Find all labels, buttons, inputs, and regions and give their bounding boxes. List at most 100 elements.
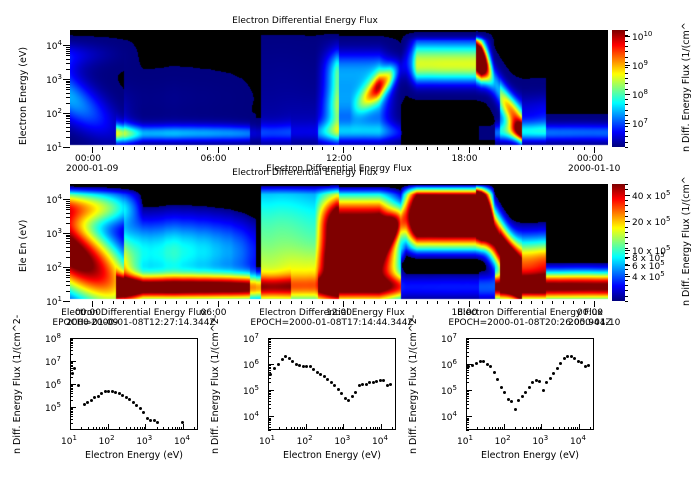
x-tick-minor [374, 301, 376, 304]
x-tick-label: 18:00 [451, 154, 478, 164]
y-tick-minor [66, 243, 70, 245]
y-tick-minor [66, 102, 70, 104]
y-tick-minor [66, 89, 70, 91]
x-tick-label: 102 [296, 434, 313, 447]
colorbar-tick-minor [625, 35, 628, 37]
colorbar-tick-minor [625, 88, 628, 90]
y-tick-minor [66, 52, 70, 54]
x-tick-label: 101 [259, 434, 275, 447]
y-tick-label: 101 [46, 141, 62, 154]
y-tick-minor [66, 240, 70, 242]
x-tick-minor [154, 147, 156, 150]
x-tick-minor [426, 147, 428, 150]
x-tick-label: 103 [334, 434, 351, 447]
y-tick-minor [66, 277, 70, 279]
x-tick-label: 102 [98, 434, 115, 447]
y-tick-minor [66, 68, 70, 70]
x-tick-minor [207, 301, 209, 304]
y-tick-minor [66, 50, 70, 52]
y-tick-minor [66, 84, 70, 86]
x-tick-minor [207, 147, 209, 150]
colorbar-tick-minor [625, 184, 628, 185]
y-tick-minor [66, 114, 70, 116]
x-tick-minor [541, 301, 543, 304]
colorbar-tick-minor [625, 72, 628, 74]
y-tick-label: 104 [243, 410, 259, 424]
panel-top-colorbar-ticks: 1010 109 108 107 [625, 26, 665, 152]
x-tick-minor [520, 147, 522, 150]
colorbar-tick-minor [625, 226, 628, 228]
x-tick-major [92, 147, 93, 153]
x-tick-minor [248, 301, 250, 304]
y-tick-label: 107 [441, 332, 457, 345]
panel-mid-xtick-axis: 00:00 2000-01-09 06:00 12:00 18:00 00:00 2000-… [66, 301, 620, 329]
colorbar-tick-minor [625, 77, 628, 79]
x-tick-minor [343, 147, 344, 150]
panel-top-colorbar[interactable] [612, 30, 625, 147]
x-tick-label: 06:00 [200, 154, 227, 164]
spectrum-ylabel-wrap: n Diff. Energy Flux (1/(cm^2- [210, 315, 349, 465]
x-tick-minor [112, 147, 114, 150]
colorbar-tick-minor [625, 237, 628, 239]
panel-mid-colorbar[interactable] [612, 184, 625, 301]
spectrum-plot-area[interactable] [268, 338, 396, 430]
x-tick-label: 06:00 [200, 308, 227, 318]
x-tick-minor [541, 147, 543, 150]
panel-top-spectrogram[interactable] [70, 30, 608, 147]
y-tick-label: 108 [45, 332, 61, 345]
x-tick-minor [353, 301, 355, 304]
x-tick-label: 102 [494, 434, 511, 447]
colorbar-tick-minor [625, 30, 628, 31]
x-tick-minor [238, 301, 240, 304]
x-tick-minor [248, 147, 250, 150]
y-tick-minor [66, 256, 70, 258]
x-tick-label: 00:00 [75, 154, 101, 164]
panel-mid-colorbar-ticks: 40 x 105 20 x 105 10 x 105 8 x 105 6 x 105 4 … [625, 180, 680, 306]
x-tick-date: 2000-01-09 [66, 318, 119, 328]
y-tick-minor [66, 234, 70, 236]
colorbar-tick-minor [625, 205, 628, 207]
colorbar-tick-minor [625, 221, 628, 223]
y-tick-minor [66, 202, 70, 204]
y-tick-label: 104 [46, 39, 62, 53]
colorbar-tick-minor [625, 104, 628, 106]
x-tick-major [468, 301, 470, 307]
y-tick-minor [66, 80, 70, 82]
colorbar-tick-minor [625, 258, 628, 260]
colorbar-tick-minor [625, 301, 628, 302]
y-tick-minor [66, 290, 70, 292]
x-tick-minor [112, 301, 114, 304]
y-tick-minor [66, 206, 70, 208]
y-tick-minor [66, 123, 70, 125]
y-tick-minor [66, 62, 70, 64]
y-tick-minor [66, 116, 70, 118]
y-tick-minor [66, 200, 70, 202]
y-tick-minor [66, 238, 70, 240]
spectrum-plot-area[interactable] [466, 338, 594, 430]
y-tick-minor [66, 58, 70, 60]
x-tick-minor [92, 301, 93, 304]
panel-mid-spectrogram[interactable] [70, 184, 608, 301]
spectrum-plot-area[interactable] [70, 338, 198, 430]
colorbar-tick-minor [625, 61, 628, 63]
spectrum-xlabel: Electron Energy (eV) [84, 450, 184, 461]
x-tick-date: 2000-01-10 [568, 318, 621, 328]
y-tick-minor [66, 96, 70, 98]
x-tick-minor [175, 147, 177, 150]
x-tick-label: 18:00 [451, 308, 478, 318]
x-tick-minor [269, 301, 271, 304]
x-tick-date: 2000-01-10 [568, 164, 621, 174]
colorbar-tick-minor [625, 56, 628, 58]
colorbar-tick [625, 257, 630, 259]
y-tick-label: 101 [46, 295, 62, 308]
colorbar-tick-minor [625, 120, 628, 122]
x-tick-minor [447, 301, 449, 304]
x-tick-minor [186, 147, 188, 150]
x-tick-minor [154, 301, 156, 304]
y-tick-label: 106 [441, 358, 457, 372]
x-tick-minor [458, 147, 460, 150]
colorbar-tick-minor [625, 285, 628, 287]
x-tick-minor [133, 147, 135, 150]
x-tick-minor [384, 147, 386, 150]
x-tick-minor [290, 147, 292, 150]
